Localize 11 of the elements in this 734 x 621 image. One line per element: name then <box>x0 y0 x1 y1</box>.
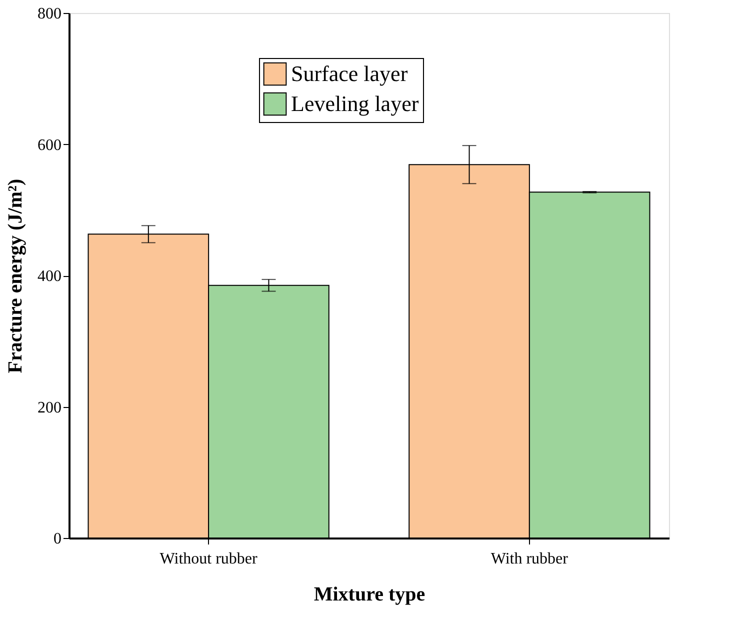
y-axis-title: Fracture energy (J/m²) <box>4 178 26 374</box>
x-axis-title: Mixture type <box>314 584 426 606</box>
y-tick-label: 600 <box>38 136 62 154</box>
y-tick-label: 200 <box>38 399 62 416</box>
x-tick-label: With rubber <box>490 550 569 568</box>
y-tick-label: 0 <box>54 530 62 548</box>
y-tick-label: 800 <box>38 6 62 22</box>
y-tick-label: 400 <box>38 268 62 285</box>
x-tick-label: Without rubber <box>160 550 258 568</box>
legend-label: Surface layer <box>291 61 408 86</box>
legend-label: Leveling layer <box>291 91 420 116</box>
